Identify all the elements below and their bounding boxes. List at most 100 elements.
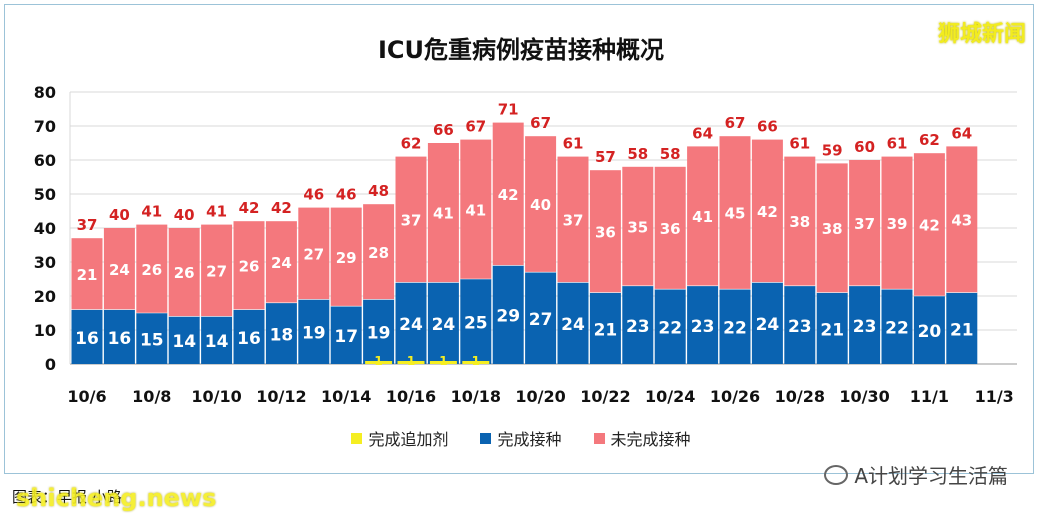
data-label-booster: 1: [374, 354, 382, 368]
bar-vaccinated: [363, 299, 395, 364]
data-label-vaccinated: 24: [399, 315, 423, 335]
data-label-vaccinated: 20: [918, 322, 942, 342]
bar-unvaccinated: [784, 156, 816, 286]
data-label-total: 58: [660, 145, 681, 163]
data-label-unvaccinated: 26: [141, 261, 162, 279]
data-label-unvaccinated: 45: [725, 205, 746, 223]
data-label-vaccinated: 14: [172, 332, 196, 352]
data-label-vaccinated: 15: [140, 331, 164, 351]
bar-unvaccinated: [654, 166, 686, 290]
legend-label-unvaccinated: 未完成接种: [610, 430, 691, 449]
y-tick-label: 0: [45, 355, 56, 374]
x-tick-label: 10/18: [451, 387, 501, 406]
data-label-vaccinated: 16: [108, 329, 132, 349]
bar-vaccinated: [589, 292, 621, 364]
y-tick-label: 10: [34, 321, 56, 340]
data-label-vaccinated: 19: [302, 324, 326, 344]
y-tick-label: 60: [34, 151, 56, 170]
bar-vaccinated: [751, 282, 783, 364]
data-label-total: 59: [822, 141, 843, 159]
bar-unvaccinated: [816, 163, 848, 293]
data-label-unvaccinated: 41: [433, 205, 454, 223]
bar-unvaccinated: [622, 166, 654, 286]
data-label-unvaccinated: 35: [627, 218, 648, 236]
bar-vaccinated: [622, 285, 654, 364]
data-label-unvaccinated: 24: [271, 254, 292, 272]
data-label-vaccinated: 21: [820, 320, 844, 340]
data-label-total: 66: [757, 118, 778, 136]
bar-vaccinated: [557, 282, 589, 364]
data-label-vaccinated: 18: [270, 325, 294, 345]
data-label-total: 61: [887, 135, 908, 153]
x-tick-label: 10/20: [515, 387, 565, 406]
data-label-vaccinated: 23: [788, 317, 812, 337]
data-label-total: 48: [368, 182, 389, 200]
bar-vaccinated: [913, 296, 945, 364]
bar-unvaccinated: [330, 207, 362, 307]
y-tick-label: 50: [34, 185, 56, 204]
bar-unvaccinated: [136, 224, 168, 313]
bar-vaccinated: [946, 292, 978, 364]
bar-unvaccinated: [589, 170, 621, 293]
data-label-unvaccinated: 27: [206, 263, 227, 281]
bar-vaccinated: [816, 292, 848, 364]
bar-unvaccinated: [201, 224, 233, 317]
x-tick-label: 10/22: [580, 387, 630, 406]
bar-unvaccinated: [460, 139, 492, 279]
legend-label-vaccinated: 完成接种: [497, 430, 562, 449]
data-label-total: 64: [692, 124, 713, 142]
bar-unvaccinated: [946, 146, 978, 293]
data-label-vaccinated: 27: [529, 310, 553, 330]
x-tick-label: 11/3: [975, 387, 1014, 406]
data-label-total: 42: [271, 199, 292, 217]
watermark: shicheng.news: [16, 484, 217, 512]
bar-vaccinated: [71, 309, 103, 364]
data-label-unvaccinated: 27: [303, 246, 324, 264]
bar-vaccinated: [265, 302, 297, 364]
x-tick-label: 10/6: [67, 387, 106, 406]
chart-legend: 完成追加剂 完成接种 未完成接种: [0, 426, 1042, 450]
brand-logo: 狮城新闻: [937, 22, 1026, 47]
legend-swatch-vaccinated: [480, 432, 492, 444]
x-tick-label: 10/10: [191, 387, 241, 406]
y-tick-label: 40: [34, 219, 56, 238]
bar-unvaccinated: [265, 221, 297, 303]
data-label-unvaccinated: 21: [77, 266, 98, 284]
x-tick-label: 10/14: [321, 387, 371, 406]
bar-unvaccinated: [492, 122, 524, 266]
data-label-unvaccinated: 38: [822, 220, 843, 238]
x-tick-label: 10/8: [132, 387, 171, 406]
bar-vaccinated: [525, 272, 557, 364]
bar-unvaccinated: [719, 136, 751, 290]
data-label-unvaccinated: 29: [336, 249, 357, 267]
data-label-total: 46: [336, 186, 357, 204]
data-label-booster: 1: [407, 354, 415, 368]
data-label-total: 67: [530, 114, 551, 132]
data-label-booster: 1: [439, 354, 447, 368]
bar-vaccinated: [492, 265, 524, 364]
bar-vaccinated: [784, 285, 816, 364]
bar-vaccinated: [168, 316, 200, 364]
bar-booster: [397, 361, 425, 364]
data-label-total: 61: [789, 135, 810, 153]
bar-vaccinated: [298, 299, 330, 364]
x-tick-label: 10/28: [775, 387, 825, 406]
data-label-unvaccinated: 36: [660, 220, 681, 238]
data-label-unvaccinated: 37: [854, 215, 875, 233]
legend-swatch-booster: [351, 432, 363, 444]
bar-vaccinated: [427, 282, 459, 364]
bar-unvaccinated: [557, 156, 589, 283]
wechat-badge: A计划学习生活篇: [824, 460, 1008, 489]
wechat-icon: [824, 464, 849, 485]
bar-booster: [462, 361, 490, 364]
data-label-booster: 1: [472, 354, 480, 368]
bar-vaccinated: [103, 309, 135, 364]
data-label-unvaccinated: 42: [498, 186, 519, 204]
data-label-vaccinated: 21: [594, 320, 618, 340]
data-label-total: 62: [919, 131, 940, 149]
x-tick-label: 10/26: [710, 387, 760, 406]
legend-swatch-unvaccinated: [593, 432, 605, 444]
x-tick-label: 10/16: [386, 387, 436, 406]
y-tick-label: 20: [34, 287, 56, 306]
y-tick-label: 80: [34, 83, 56, 102]
